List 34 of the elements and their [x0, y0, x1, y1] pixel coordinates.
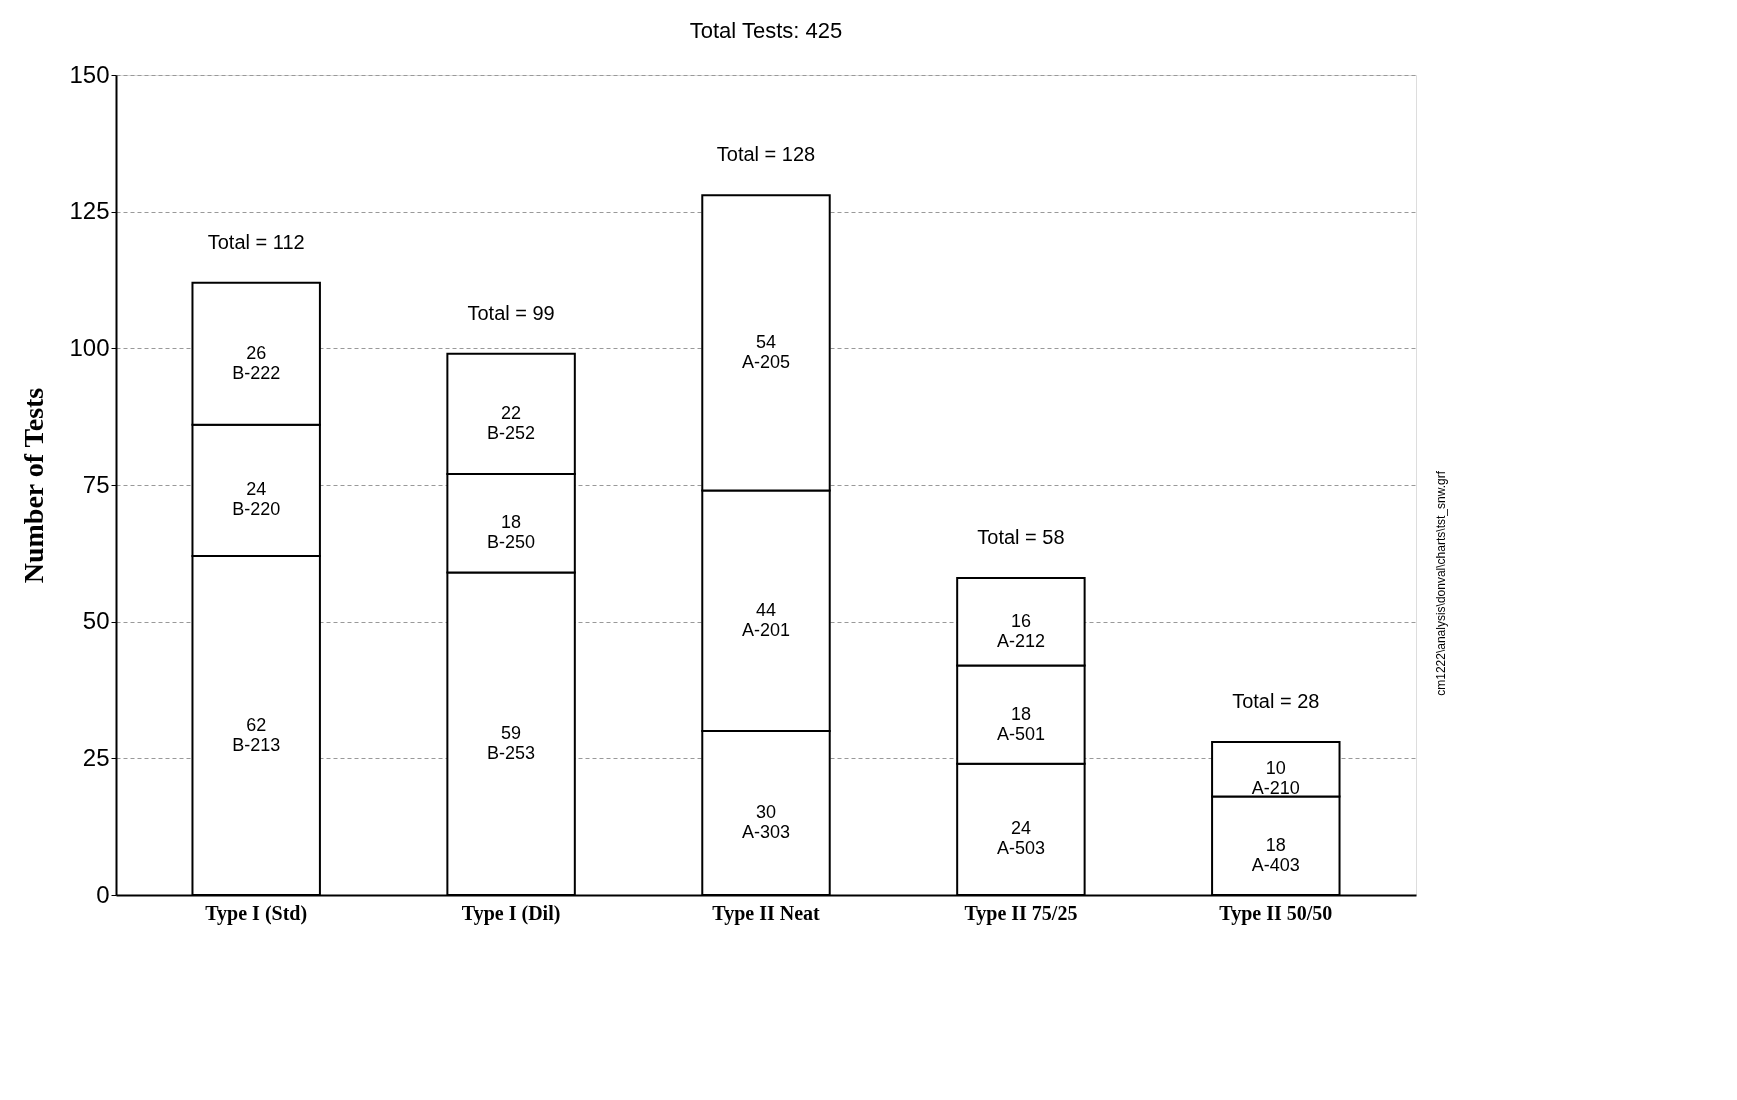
- x-tick-label: Type I (Dil): [461, 901, 561, 925]
- data-label: 18 A-403: [1251, 834, 1300, 875]
- total-label: Total = 99: [467, 301, 555, 324]
- data-label: 18 A-501: [996, 703, 1045, 744]
- data-label: 24 B-220: [232, 479, 281, 520]
- y-tick-label: 100: [69, 333, 110, 361]
- data-label: 10 A-210: [1251, 758, 1300, 799]
- data-label: 59 B-253: [487, 722, 536, 763]
- x-tick-label: Type II Neat: [712, 901, 821, 925]
- total-label: Total = 28: [1232, 689, 1320, 712]
- data-label: 26 B-222: [232, 342, 281, 383]
- y-tick-label: 125: [69, 197, 110, 225]
- x-tick-label: Type I (Std): [205, 901, 308, 925]
- y-tick-label: 0: [96, 880, 110, 908]
- y-tick-label: 150: [69, 60, 110, 88]
- total-label: Total = 128: [716, 143, 816, 166]
- x-tick-label: Type II 75/25: [964, 901, 1078, 925]
- data-label: 22 B-252: [487, 402, 536, 443]
- text: cm1222\analysis\donval\charts\tst_snw.grf: [1434, 470, 1448, 696]
- y-axis-title: Number of Tests: [18, 387, 50, 584]
- x-tick-label: Type II 50/50: [1219, 901, 1333, 925]
- total-label: Total = 112: [207, 230, 305, 253]
- data-label: 44 A-201: [741, 599, 791, 640]
- data-label: 30 A-303: [741, 802, 791, 842]
- y-tick-label: 25: [82, 743, 110, 771]
- total-label: Total = 58: [977, 525, 1065, 548]
- data-label: 18 B-250: [487, 512, 536, 553]
- y-tick-label: 75: [82, 470, 110, 498]
- data-label: 54 A-205: [741, 331, 791, 372]
- data-label: 24 A-503: [996, 818, 1045, 859]
- data-label: 62 B-213: [232, 714, 281, 755]
- y-tick-label: 50: [82, 607, 110, 635]
- chart-title: Total Tests: 425: [689, 18, 843, 43]
- data-label: 16 A-212: [996, 610, 1045, 651]
